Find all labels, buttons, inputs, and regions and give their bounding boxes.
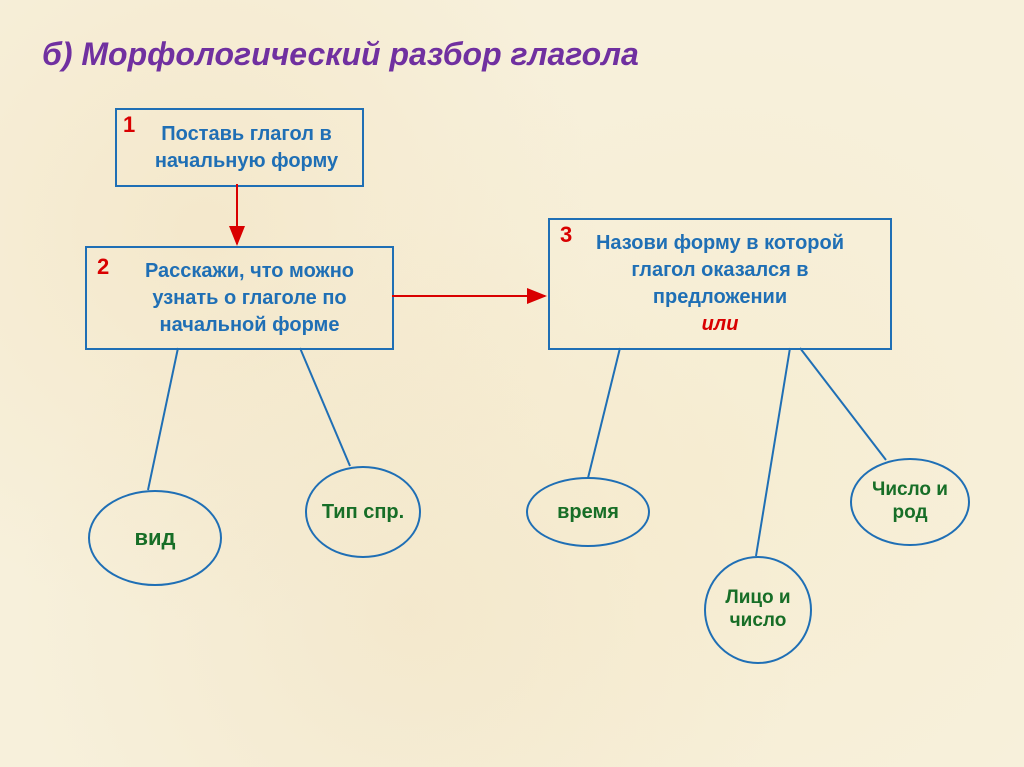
ellipse-vid: вид [88,490,222,586]
step3-line3: предложении [653,286,787,308]
ellipse-vid-text: вид [134,525,175,551]
step3-line2: глагол оказался в [631,259,808,281]
ellipse-chislo-rod: Число и род [850,458,970,546]
line-box2-vid [148,348,178,490]
ellipse-vremya-text: время [557,500,619,524]
step3-ili: или [702,313,739,335]
step-text-3: Назови форму в которой глагол оказался в… [550,230,890,338]
step-number-3: 3 [560,222,572,248]
slide-title: б) Морфологический разбор глагола [42,36,639,73]
step-text-1: Поставь глагол в начальную форму [117,121,362,175]
step-box-2: 2 Расскажи, что можно узнать о глаголе п… [85,246,394,350]
step3-line1: Назови форму в которой [596,232,844,254]
line-box3-litso [756,348,790,556]
ellipse-chislo-rod-text: Число и род [852,479,968,525]
ellipse-tip-spr-text: Тип спр. [322,500,404,524]
ellipse-litso-chislo-text: Лицо и число [706,587,810,633]
step-box-1: 1 Поставь глагол в начальную форму [115,108,364,187]
step-number-2: 2 [97,254,109,280]
line-box3-chislo-rod [800,348,886,460]
step-box-3: 3 Назови форму в которой глагол оказался… [548,218,892,350]
step-text-2: Расскажи, что можно узнать о глаголе по … [87,258,392,339]
ellipse-litso-chislo: Лицо и число [704,556,812,664]
ellipse-tip-spr: Тип спр. [305,466,421,558]
step-number-1: 1 [123,112,135,138]
line-box3-vremya [588,348,620,478]
line-box2-tipspr [300,348,350,466]
ellipse-vremya: время [526,477,650,547]
